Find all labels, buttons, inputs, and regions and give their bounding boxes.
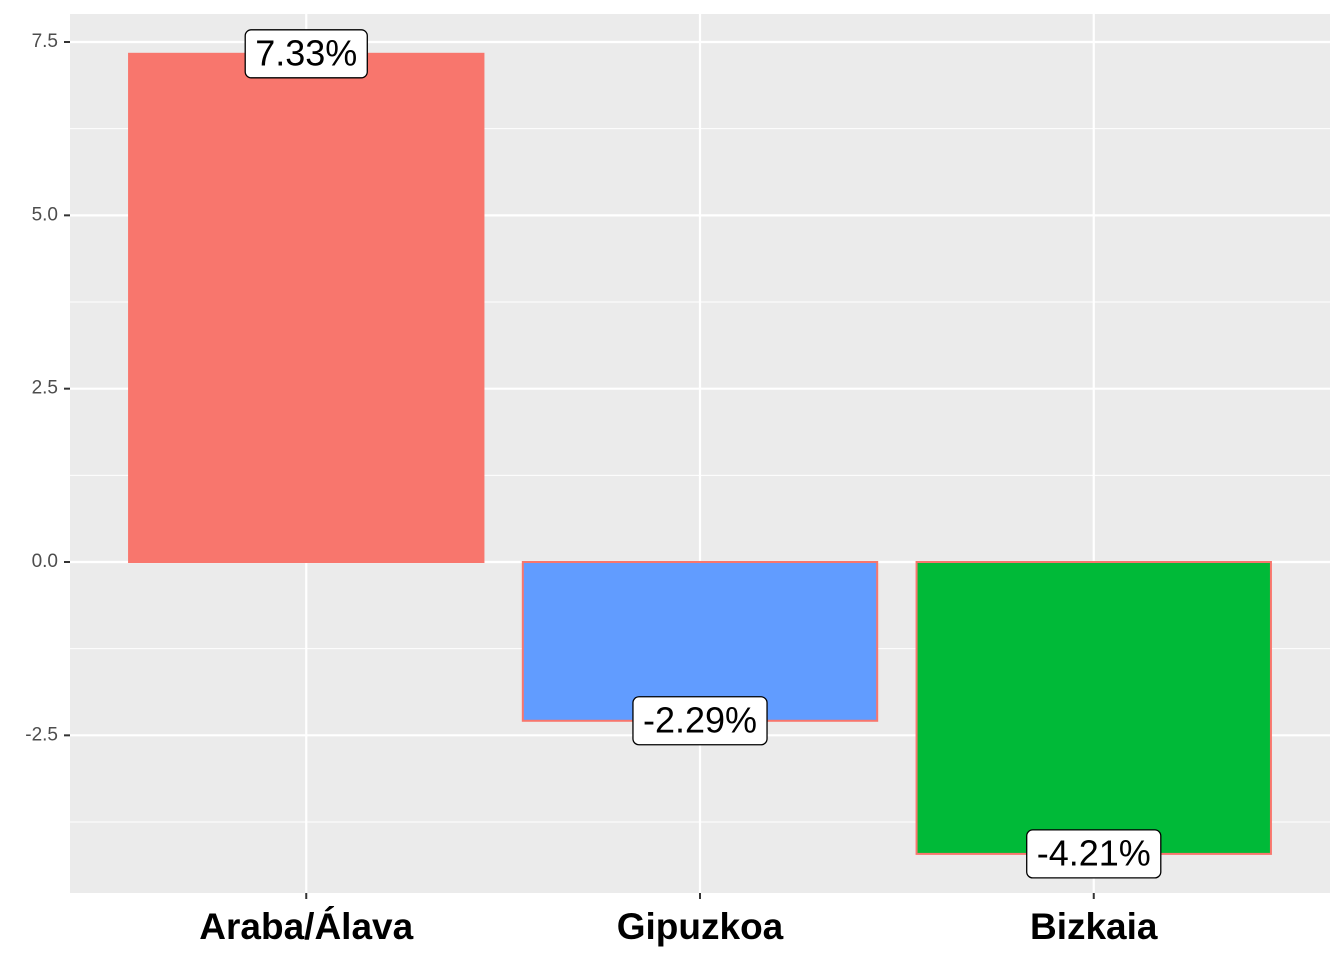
value-label: -4.21%	[1037, 832, 1151, 873]
bar	[915, 561, 1272, 855]
x-tick-label: Araba/Álava	[199, 906, 413, 947]
value-label-box	[1026, 829, 1162, 879]
y-tick-label: 5.0	[32, 204, 58, 225]
y-tick-label: 0.0	[32, 551, 58, 572]
value-label: 7.33%	[255, 32, 357, 73]
value-label-box	[244, 29, 368, 79]
y-tick-label: -2.5	[25, 724, 58, 745]
y-tick-label: 7.5	[32, 31, 58, 52]
bar	[521, 561, 879, 722]
value-label: -2.29%	[643, 699, 757, 740]
value-label-box	[632, 696, 768, 746]
x-tick-label: Gipuzkoa	[617, 906, 784, 947]
x-tick-label: Bizkaia	[1030, 906, 1158, 947]
y-tick-label: 2.5	[32, 378, 58, 399]
bar	[128, 52, 485, 564]
